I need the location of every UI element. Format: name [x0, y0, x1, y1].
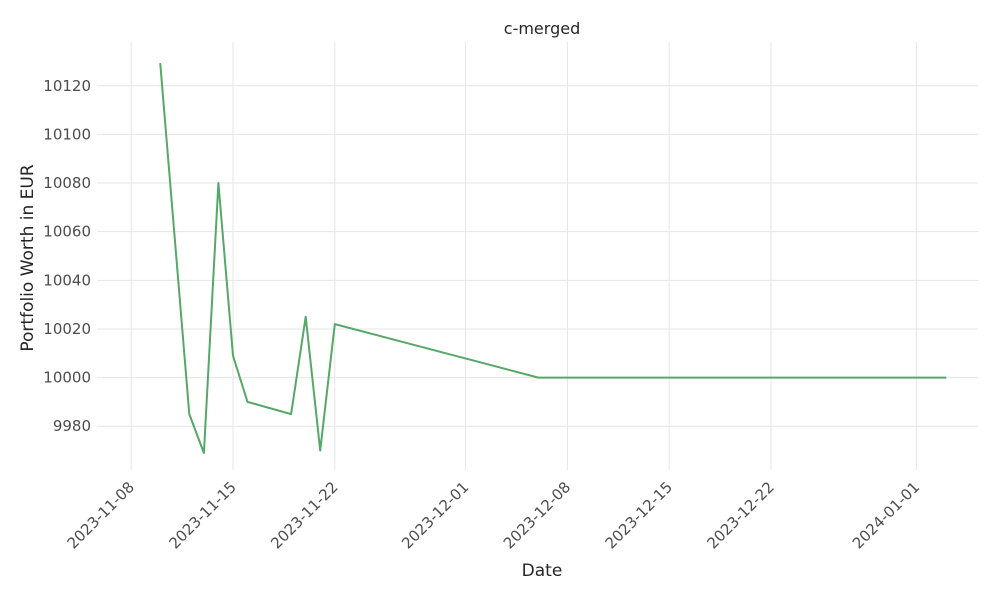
x-tick-label: 2023-12-15 [602, 478, 676, 552]
x-tick-label: 2023-11-08 [64, 478, 138, 552]
y-tick-label: 10060 [43, 223, 91, 241]
y-tick-labels: 9980 10000 10020 10040 10060 10080 10100 10120 [43, 77, 91, 435]
y-tick-label: 10020 [43, 320, 91, 338]
y-grid [97, 85, 978, 427]
x-tick-label: 2023-11-15 [165, 478, 239, 552]
series-layer [159, 62, 947, 454]
x-tick-label: 2024-01-01 [849, 478, 923, 552]
y-axis-label: Portfolio Worth in EUR [18, 164, 38, 351]
y-tick-label: 10120 [43, 77, 91, 95]
x-axis-label: Date [522, 561, 563, 581]
x-tick-label: 2023-12-01 [398, 478, 472, 552]
y-tick-label: 10000 [43, 369, 91, 387]
y-tick-label: 10040 [43, 271, 91, 289]
portfolio-series-line [159, 62, 947, 454]
y-tick-label: 9980 [53, 417, 91, 435]
chart-title: c-merged [504, 19, 580, 38]
x-tick-label: 2023-11-22 [267, 478, 341, 552]
y-tick-label: 10100 [43, 125, 91, 143]
x-tick-labels: 2023-11-08 2023-11-15 2023-11-22 2023-12-01… [64, 478, 924, 552]
y-tick-label: 10080 [43, 174, 91, 192]
x-tick-label: 2023-12-08 [500, 478, 574, 552]
x-grid [130, 42, 917, 470]
x-tick-label: 2023-12-22 [703, 478, 777, 552]
